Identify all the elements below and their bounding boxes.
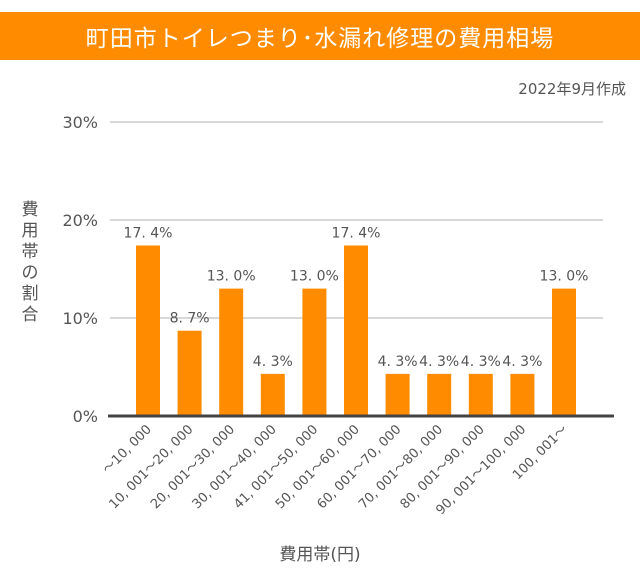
bar [552, 288, 576, 416]
value-label: 13. 0% [207, 269, 256, 285]
y-tick-label: 30% [62, 113, 98, 132]
value-labels: 17. 4%8. 7%13. 0%4. 3%13. 0%17. 4%4. 3% 4… [124, 225, 589, 369]
bar [344, 245, 368, 416]
value-label: 17. 4% [124, 225, 173, 241]
y-tick-label: 10% [62, 309, 98, 328]
bar [302, 288, 327, 416]
value-label: 4. 3% [502, 354, 542, 370]
date-note: 2022年9月作成 [518, 80, 626, 98]
value-label: 8. 7% [170, 311, 210, 327]
value-label: 13. 0% [290, 269, 339, 285]
value-label: 13. 0% [540, 269, 589, 285]
bars [136, 245, 576, 416]
bar [219, 288, 244, 416]
value-label: 17. 4% [332, 225, 381, 241]
value-label: 4. 3% [253, 354, 293, 370]
bar [510, 373, 535, 416]
y-axis-title: 費用帯の割合 [21, 200, 39, 325]
bar [385, 373, 410, 416]
y-tick-label: 20% [62, 211, 98, 230]
bar [136, 245, 160, 416]
value-label: 4. 3% [419, 354, 459, 370]
y-tick-labels: 0% 10% 20% 30% [62, 113, 98, 426]
value-label: 4. 3% [461, 354, 501, 370]
value-label: 4. 3% [378, 354, 418, 370]
y-tick-label: 0% [73, 407, 98, 426]
bar [260, 373, 285, 416]
bar [468, 373, 493, 416]
chart-title: 町田市トイレつまり･水漏れ修理の費用相場 [85, 26, 555, 52]
x-axis-title: 費用帯(円) [279, 545, 361, 565]
bar [177, 330, 202, 416]
bar [427, 373, 452, 416]
title-bar: 町田市トイレつまり･水漏れ修理の費用相場 [0, 12, 640, 60]
